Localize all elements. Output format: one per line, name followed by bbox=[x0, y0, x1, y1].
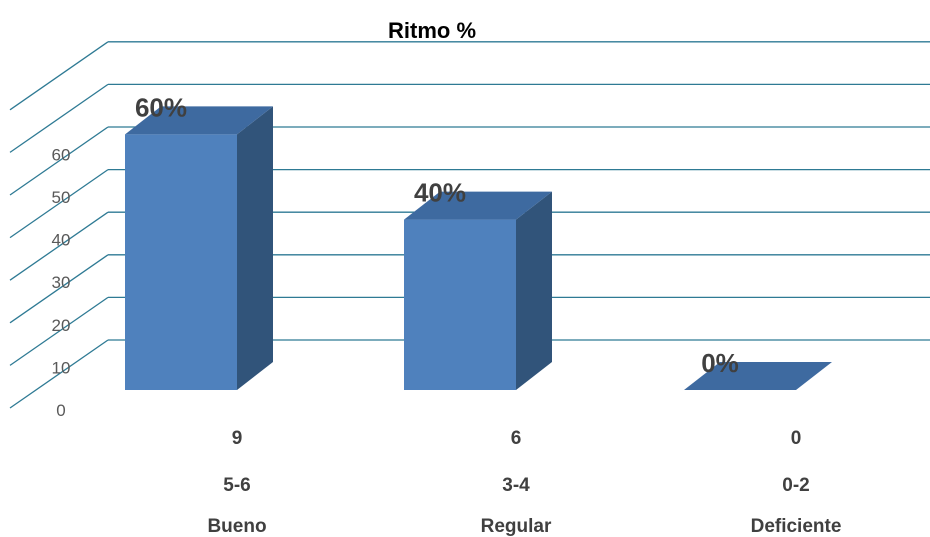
y-tick-label: 40 bbox=[52, 231, 71, 250]
gridline-diagonal bbox=[9, 211, 109, 281]
bar-side bbox=[516, 191, 552, 390]
bar-front bbox=[404, 219, 516, 390]
bars: 60% 40% 0% bbox=[125, 92, 832, 391]
gridline-diagonal bbox=[9, 41, 109, 111]
gridline-diagonal bbox=[9, 254, 109, 324]
bar-top bbox=[125, 106, 273, 135]
bar-front bbox=[125, 134, 237, 390]
data-label: 60% bbox=[135, 92, 187, 122]
y-tick-label: 50 bbox=[52, 188, 71, 207]
category-name-label: Regular bbox=[481, 516, 552, 537]
data-label: 40% bbox=[414, 178, 466, 208]
category-count-label: 6 bbox=[511, 428, 522, 449]
category-count-label: 0 bbox=[791, 428, 802, 449]
y-tick-label: 60 bbox=[52, 145, 71, 164]
category-range-label: 3-4 bbox=[502, 475, 530, 496]
y-tick-label: 30 bbox=[52, 273, 71, 292]
bar-1: 40% bbox=[404, 178, 552, 390]
gridline-diagonal bbox=[9, 83, 109, 153]
bar-2: 0% bbox=[684, 348, 832, 390]
bar-top bbox=[684, 362, 832, 390]
bar-0: 60% bbox=[125, 92, 273, 391]
gridline-diagonal bbox=[9, 169, 109, 239]
category-count-label: 9 bbox=[232, 428, 243, 449]
gridline-diagonal bbox=[9, 339, 109, 409]
bar-side bbox=[237, 106, 273, 391]
category-range-label: 0-2 bbox=[782, 475, 809, 496]
gridline-diagonal bbox=[9, 296, 109, 366]
y-tick-label: 10 bbox=[52, 358, 71, 377]
category-range-label: 5-6 bbox=[223, 475, 250, 496]
chart-title: Ritmo % bbox=[388, 18, 476, 43]
category-name-label: Deficiente bbox=[751, 516, 842, 537]
y-tick-label: 0 bbox=[56, 401, 65, 420]
category-name-label: Bueno bbox=[207, 516, 266, 537]
y-axis: 0 10 20 30 40 50 60 bbox=[52, 145, 71, 420]
x-axis: 9 5-6 Bueno 6 3-4 Regular 0 0-2 Deficiente bbox=[207, 428, 841, 537]
gridline-diagonal bbox=[9, 126, 109, 196]
data-label: 0% bbox=[701, 348, 739, 378]
y-tick-label: 20 bbox=[52, 316, 71, 335]
bar-top bbox=[404, 191, 552, 220]
